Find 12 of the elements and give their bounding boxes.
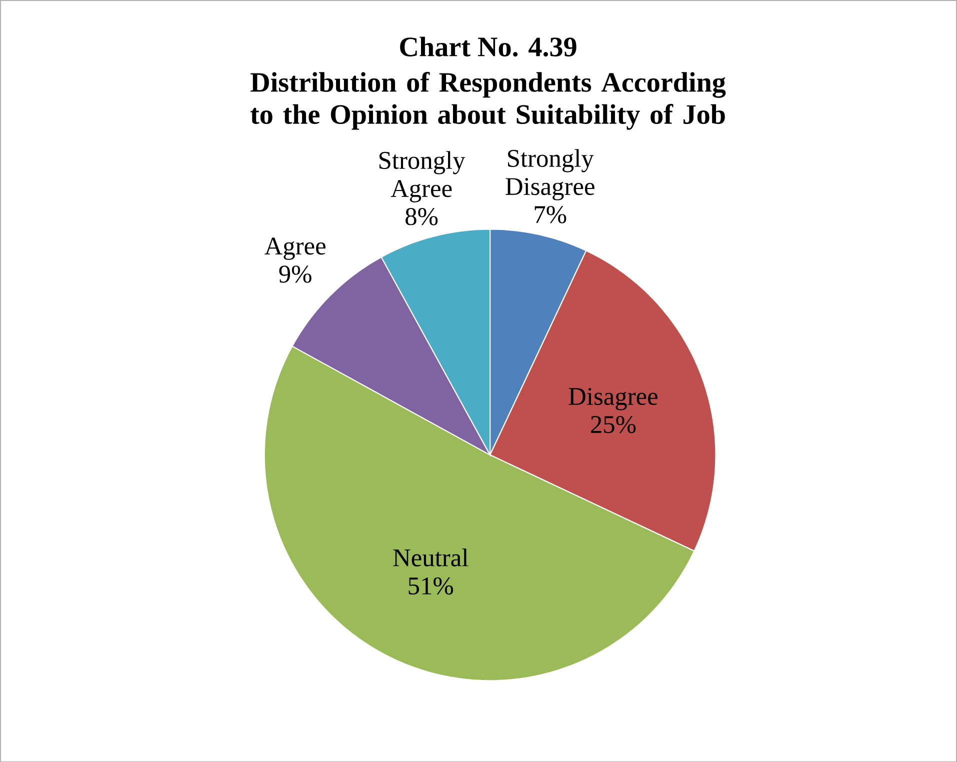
data-label: 9% [279, 265, 312, 283]
slice-label: Disagree [568, 388, 658, 410]
data-label: 51% [408, 577, 454, 594]
slice-label: Strongly Disagree [506, 148, 594, 200]
data-label: 7% [534, 206, 566, 224]
chart-title: Chart No. 4.39 [400, 36, 576, 56]
slice-label: Strongly Agree [379, 150, 466, 202]
chart-subtitle: Distribution of Respondents According to the Opinion about Suitability of Job [250, 72, 726, 130]
slice-label: Agree [264, 237, 326, 260]
slice-label: Neutral [393, 548, 468, 566]
data-label: 8% [406, 208, 438, 226]
data-label: 25% [591, 416, 636, 433]
